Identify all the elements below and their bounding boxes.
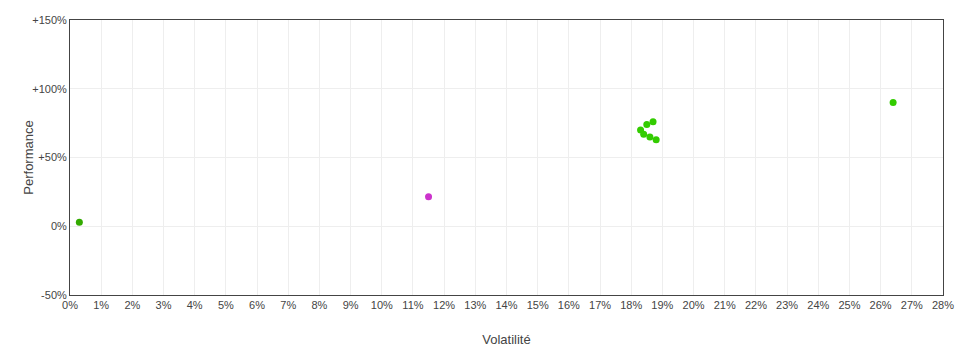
svg-text:11%: 11%	[402, 299, 423, 311]
svg-text:14%: 14%	[495, 299, 517, 311]
svg-text:18%: 18%	[620, 299, 642, 311]
svg-text:Volatilité: Volatilité	[482, 332, 530, 347]
svg-text:5%: 5%	[218, 299, 234, 311]
svg-text:6%: 6%	[249, 299, 265, 311]
svg-text:17%: 17%	[589, 299, 611, 311]
svg-text:1%: 1%	[93, 299, 109, 311]
svg-text:+100%: +100%	[32, 83, 67, 95]
svg-text:20%: 20%	[683, 299, 705, 311]
svg-text:0%: 0%	[51, 220, 67, 232]
svg-text:22%: 22%	[745, 299, 767, 311]
svg-text:+50%: +50%	[38, 151, 67, 163]
svg-text:25%: 25%	[838, 299, 860, 311]
svg-text:12%: 12%	[433, 299, 455, 311]
svg-text:4%: 4%	[187, 299, 203, 311]
svg-text:23%: 23%	[776, 299, 798, 311]
svg-text:24%: 24%	[807, 299, 829, 311]
svg-text:8%: 8%	[311, 299, 327, 311]
svg-text:2%: 2%	[124, 299, 140, 311]
svg-text:21%: 21%	[714, 299, 736, 311]
svg-text:27%: 27%	[901, 299, 923, 311]
svg-text:-50%: -50%	[41, 289, 67, 301]
svg-text:10%: 10%	[371, 299, 393, 311]
svg-text:26%: 26%	[870, 299, 892, 311]
svg-text:13%: 13%	[464, 299, 486, 311]
svg-text:3%: 3%	[156, 299, 172, 311]
svg-text:15%: 15%	[527, 299, 549, 311]
svg-text:9%: 9%	[343, 299, 359, 311]
svg-text:28%: 28%	[932, 299, 954, 311]
svg-text:0%: 0%	[62, 299, 78, 311]
svg-text:16%: 16%	[558, 299, 580, 311]
svg-text:7%: 7%	[280, 299, 296, 311]
svg-text:19%: 19%	[651, 299, 673, 311]
svg-text:Performance: Performance	[21, 120, 36, 194]
svg-text:+150%: +150%	[32, 14, 67, 26]
